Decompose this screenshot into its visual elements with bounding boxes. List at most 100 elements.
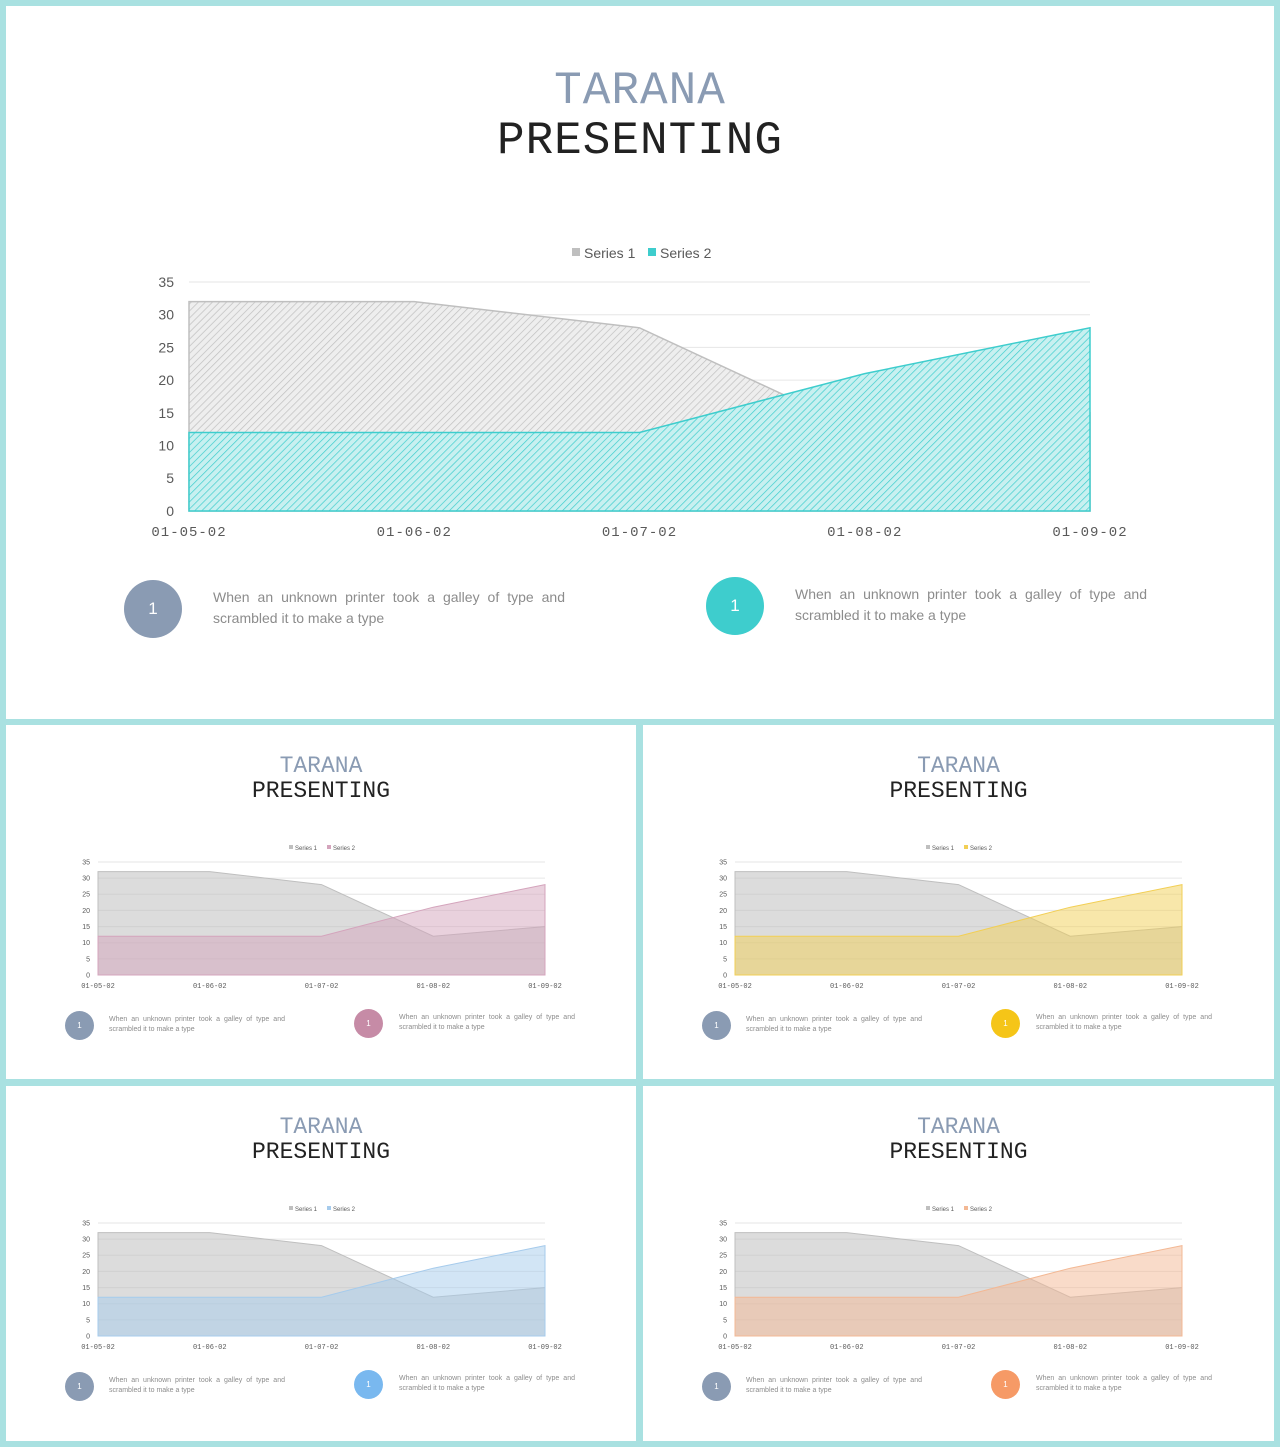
y-tick-label: 15 (82, 1285, 90, 1292)
y-tick-label: 5 (86, 956, 90, 963)
area-chart: 0 5 10 15 20 25 30 35 01-05-02 01-06-02 01-07-02 01… (81, 1206, 562, 1352)
info-text-2: When an unknown printer took a galley of… (795, 586, 1147, 623)
legend-swatch (964, 1206, 968, 1210)
y-tick-label: 0 (723, 972, 727, 979)
x-tick-label: 01-08-02 (827, 525, 902, 541)
info-text-1: When an unknown printer took a galley of… (213, 589, 565, 626)
title-line-2: PRESENTING (251, 778, 391, 804)
y-tick-label: 30 (82, 1237, 90, 1244)
info-circle-1: 1 (65, 1011, 94, 1040)
slide-main: TARANA PRESENTING 0 5 10 15 20 25 30 35 01-05-02… (6, 6, 1274, 719)
y-tick-label: 5 (723, 1317, 727, 1324)
y-tick-label: 15 (719, 1285, 727, 1292)
x-tick-label: 01-08-02 (416, 1344, 450, 1352)
info-circle-2: 1 (354, 1009, 383, 1038)
legend-label: Series 2 (333, 1207, 356, 1213)
info-text-2: When an unknown printer took a galley of… (399, 1014, 575, 1031)
title-line-1: TARANA (917, 1114, 1000, 1140)
y-tick-label: 25 (82, 1253, 90, 1260)
info-text-1: When an unknown printer took a galley of… (746, 1016, 922, 1033)
y-tick-label: 5 (86, 1317, 90, 1324)
area-series-2 (97, 883, 546, 976)
info-text-2: When an unknown printer took a galley of… (1036, 1375, 1212, 1392)
y-tick-label: 20 (82, 908, 90, 915)
slide-yellow: TARANA PRESENTING 0 5 10 15 20 25 30 35 01-05-02… (643, 725, 1274, 1079)
y-tick-label: 20 (158, 372, 174, 388)
slide-orange: TARANA PRESENTING 0 5 10 15 20 25 30 35 01-05-02… (643, 1086, 1274, 1441)
x-tick-label: 01-08-02 (416, 983, 450, 991)
legend-label: Series 1 (584, 245, 636, 261)
y-tick-label: 0 (723, 1333, 727, 1340)
legend-label: Series 2 (970, 846, 993, 852)
info-text-1: When an unknown printer took a galley of… (109, 1377, 285, 1394)
title-line-1: TARANA (279, 1114, 363, 1140)
legend-label: Series 2 (660, 245, 712, 261)
y-tick-label: 35 (719, 859, 727, 866)
info-text-2: When an unknown printer took a galley of… (399, 1375, 575, 1392)
title-line-2: PRESENTING (889, 778, 1028, 804)
info-circle-2: 1 (706, 577, 764, 635)
x-tick-label: 01-09-02 (1165, 983, 1199, 991)
info-text-1: When an unknown printer took a galley of… (746, 1377, 922, 1394)
y-tick-label: 20 (719, 908, 727, 915)
info-circle-1: 1 (702, 1372, 731, 1401)
area-chart: 0 5 10 15 20 25 30 35 01-05-02 01-06-02 01-07-02 01… (151, 245, 1127, 541)
y-tick-label: 0 (166, 503, 174, 519)
legend-label: Series 1 (932, 846, 955, 852)
legend-label: Series 2 (970, 1207, 993, 1213)
info-text-1: When an unknown printer took a galley of… (109, 1016, 285, 1033)
y-tick-label: 5 (723, 956, 727, 963)
title-line-1: TARANA (279, 753, 363, 779)
legend-swatch (964, 845, 968, 849)
x-tick-label: 01-07-02 (602, 525, 677, 541)
area-series-2 (734, 1244, 1183, 1337)
legend-swatch (926, 1206, 930, 1210)
info-text-2: When an unknown printer took a galley of… (1036, 1014, 1212, 1031)
x-tick-label: 01-06-02 (193, 1344, 227, 1352)
x-tick-label: 01-09-02 (1165, 1344, 1199, 1352)
info-circle-2: 1 (991, 1009, 1020, 1038)
x-tick-label: 01-05-02 (151, 525, 226, 541)
x-tick-label: 01-05-02 (81, 983, 115, 991)
x-tick-label: 01-05-02 (81, 1344, 115, 1352)
y-tick-label: 20 (82, 1269, 90, 1276)
x-tick-label: 01-05-02 (718, 1344, 752, 1352)
legend-swatch (926, 845, 930, 849)
y-tick-label: 20 (719, 1269, 727, 1276)
area-series-2 (97, 1244, 546, 1337)
legend-label: Series 1 (932, 1207, 955, 1213)
x-tick-label: 01-09-02 (1052, 525, 1127, 541)
area-chart: 0 5 10 15 20 25 30 35 01-05-02 01-06-02 01-07-02 01… (718, 845, 1199, 991)
title-line-2: PRESENTING (889, 1139, 1028, 1165)
y-tick-label: 25 (719, 892, 727, 899)
y-tick-label: 10 (82, 940, 90, 947)
legend-swatch (648, 248, 656, 256)
x-tick-label: 01-09-02 (528, 983, 562, 991)
info-circle-1: 1 (702, 1011, 731, 1040)
y-tick-label: 25 (719, 1253, 727, 1260)
info-circle-1: 1 (124, 580, 182, 638)
x-tick-label: 01-07-02 (942, 983, 976, 991)
y-tick-label: 0 (86, 972, 90, 979)
x-tick-label: 01-07-02 (305, 1344, 339, 1352)
slide-blue: TARANA PRESENTING 0 5 10 15 20 25 30 35 01-05-02… (6, 1086, 636, 1441)
x-tick-label: 01-08-02 (1053, 983, 1087, 991)
y-tick-label: 10 (719, 1301, 727, 1308)
x-tick-label: 01-08-02 (1053, 1344, 1087, 1352)
y-tick-label: 25 (82, 892, 90, 899)
title-line-1: TARANA (917, 753, 1000, 779)
legend-swatch (327, 845, 331, 849)
y-tick-label: 5 (166, 470, 174, 486)
legend-label: Series 2 (333, 846, 356, 852)
y-tick-label: 10 (82, 1301, 90, 1308)
x-tick-label: 01-06-02 (377, 525, 452, 541)
y-tick-label: 0 (86, 1333, 90, 1340)
y-tick-label: 10 (158, 437, 174, 453)
legend-swatch (289, 1206, 293, 1210)
y-tick-label: 15 (158, 405, 174, 421)
info-circle-1: 1 (65, 1372, 94, 1401)
y-tick-label: 35 (82, 859, 90, 866)
title-line-2: PRESENTING (251, 1139, 391, 1165)
area-series-2 (734, 883, 1183, 976)
legend-swatch (572, 248, 580, 256)
